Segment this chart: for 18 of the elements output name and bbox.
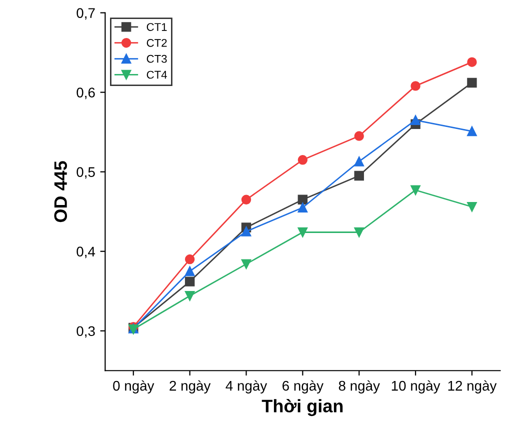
x-tick-label: 12 ngày	[448, 380, 497, 394]
y-tick-label: 0,7	[76, 8, 95, 20]
x-axis-title: Thời gian	[262, 399, 343, 416]
legend-label: CT2	[146, 38, 167, 47]
x-tick-label: 10 ngày	[392, 380, 440, 394]
x-tick-label: 8 ngày	[338, 380, 380, 394]
y-tick-label: 0,6	[76, 88, 95, 100]
legend-label: CT3	[146, 54, 167, 63]
legend-label: CT1	[146, 23, 167, 31]
legend-label: CT4	[146, 70, 167, 79]
x-tick-label: 0 ngày	[113, 380, 154, 394]
x-tick-label: 4 ngày	[226, 380, 268, 394]
y-axis-title: OD 445	[54, 161, 68, 222]
y-tick-label: 0,3	[76, 326, 95, 338]
y-tick-label: 0,4	[76, 246, 96, 258]
y-tick-label: 0,5	[76, 167, 95, 179]
x-tick-label: 2 ngày	[170, 380, 211, 394]
x-tick-label: 6 ngày	[282, 380, 324, 394]
